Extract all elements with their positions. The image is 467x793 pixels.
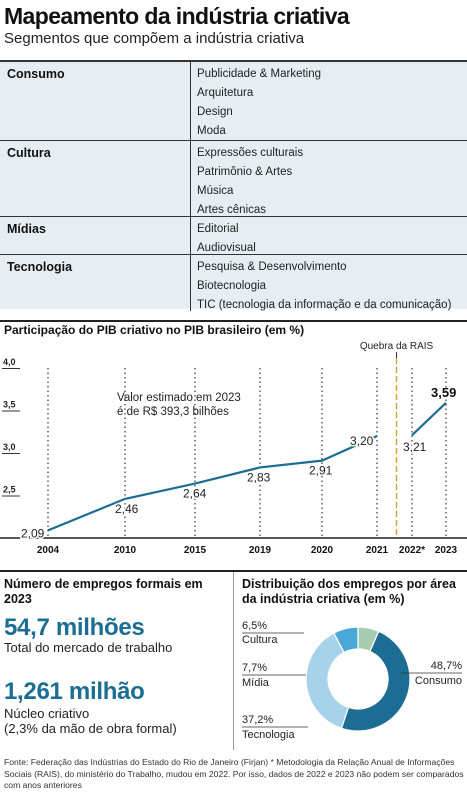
segment-category: Mídias <box>7 222 46 236</box>
x-tick-label: 2020 <box>311 545 334 556</box>
x-tick-label: 2023 <box>435 545 458 556</box>
total-jobs-value: 54,7 milhões <box>4 614 145 641</box>
donut-slice-tecnologia <box>305 632 350 730</box>
segment-group-consumo: Consumo Publicidade & Marketing Arquitet… <box>0 62 467 140</box>
core-jobs-label: Núcleo criativo <box>4 706 90 721</box>
segment-item: Publicidade & Marketing <box>197 68 322 80</box>
donut-name-label: Cultura <box>242 634 278 646</box>
data-label: 2,83 <box>247 470 271 484</box>
segment-item: Expressões culturais <box>197 147 304 159</box>
source-note: Fonte: Federação das Indústrias do Estad… <box>4 757 464 790</box>
segment-item: Audiovisual <box>197 242 256 254</box>
segment-item: Design <box>197 106 233 118</box>
core-jobs-share: (2,3% da mão de obra formal) <box>4 721 177 736</box>
data-label: 2,09 <box>21 526 45 540</box>
segment-category: Cultura <box>7 146 51 160</box>
segment-group-cultura: Cultura Expressões culturais Patrimônio … <box>0 140 467 216</box>
segment-item: TIC (tecnologia da informação e da comun… <box>197 299 452 311</box>
segment-group-midias: Mídias Editorial Audiovisual <box>0 216 467 254</box>
segment-items: Publicidade & Marketing Arquitetura Desi… <box>197 65 321 141</box>
segments-table: Consumo Publicidade & Marketing Arquitet… <box>0 60 467 311</box>
data-label: 3,21 <box>403 440 427 454</box>
y-tick-label: 3,0 <box>3 442 16 452</box>
y-tick-label: 4,0 <box>3 357 16 367</box>
section-separator <box>0 570 467 572</box>
segment-category: Consumo <box>7 67 65 81</box>
donut-chart-title: Distribuição dos empregos por área da in… <box>242 577 456 606</box>
x-tick-label: 2010 <box>114 545 137 556</box>
segment-item: Música <box>197 185 234 197</box>
y-tick-label: 2,5 <box>3 485 16 495</box>
donut-name-label: Mídia <box>242 677 270 689</box>
segment-item: Biotecnologia <box>197 280 267 292</box>
donut-slice-consumo <box>340 630 411 732</box>
core-jobs-value: 1,261 milhão <box>4 678 145 705</box>
x-tick-label: 2021 <box>366 545 389 556</box>
donut-name-label: Consumo <box>415 675 462 687</box>
segment-item: Moda <box>197 125 226 137</box>
segment-item: Artes cênicas <box>197 204 267 216</box>
segment-item: Pesquisa & Desenvolvimento <box>197 261 347 273</box>
segment-items: Pesquisa & Desenvolvimento Biotecnologia… <box>197 258 451 315</box>
x-tick-label: 2022* <box>399 545 425 556</box>
donut-value-label: 37,2% <box>242 714 273 726</box>
data-label: 2,64 <box>183 487 207 501</box>
segment-item: Arquitetura <box>197 87 254 99</box>
donut-name-label: Tecnologia <box>242 729 295 741</box>
x-tick-label: 2019 <box>249 545 272 556</box>
donut-slice-cultura <box>357 626 380 653</box>
column-divider <box>233 572 234 750</box>
donut-chart: 6,5% Cultura 7,7% Mídia 37,2% Tecnologia 48,7%… <box>242 620 462 741</box>
section-separator <box>0 320 467 322</box>
segment-divider <box>190 62 191 140</box>
segment-items: Editorial Audiovisual <box>197 220 256 258</box>
chart-annotation: é de R$ 393,3 bilhões <box>117 406 229 418</box>
segment-item: Patrimônio & Artes <box>197 166 293 178</box>
segment-divider <box>190 141 191 216</box>
page-subtitle: Segmentos que compõem a indústria criati… <box>4 30 305 47</box>
donut-value-label: 6,5% <box>242 620 267 632</box>
line-chart: 2,5 3,0 3,5 4,0 Quebra da RAIS Valor estimado… <box>0 341 467 556</box>
data-label: 3,20 <box>350 434 374 448</box>
employment-title: Número de empregos formais em 2023 <box>4 577 203 606</box>
series-line-before-break <box>47 434 378 532</box>
segment-item: Editorial <box>197 223 239 235</box>
donut-value-label: 7,7% <box>242 662 267 674</box>
segment-divider <box>190 255 191 311</box>
header: Mapeamento da indústria criativa Segment… <box>4 2 464 48</box>
data-label: 3,59 <box>431 385 456 400</box>
series-line-after-break <box>411 402 447 436</box>
total-jobs-label: Total do mercado de trabalho <box>4 640 173 655</box>
segment-items: Expressões culturais Patrimônio & Artes … <box>197 144 303 220</box>
chart-annotation: Valor estimado em 2023 <box>117 392 241 404</box>
segment-category: Tecnologia <box>7 260 73 274</box>
segment-group-tecnologia: Tecnologia Pesquisa & Desenvolvimento Bi… <box>0 254 467 311</box>
x-tick-label: 2004 <box>37 545 60 556</box>
rais-break-label: Quebra da RAIS <box>360 341 434 352</box>
data-label: 2,46 <box>115 502 139 516</box>
data-label: 2,91 <box>309 464 333 478</box>
line-chart-title: Participação do PIB criativo no PIB bras… <box>4 323 305 337</box>
page-title: Mapeamento da indústria criativa <box>4 3 350 29</box>
y-tick-label: 3,5 <box>3 400 16 410</box>
segment-divider <box>190 217 191 254</box>
x-tick-label: 2015 <box>184 545 207 556</box>
donut-value-label: 48,7% <box>431 660 462 672</box>
